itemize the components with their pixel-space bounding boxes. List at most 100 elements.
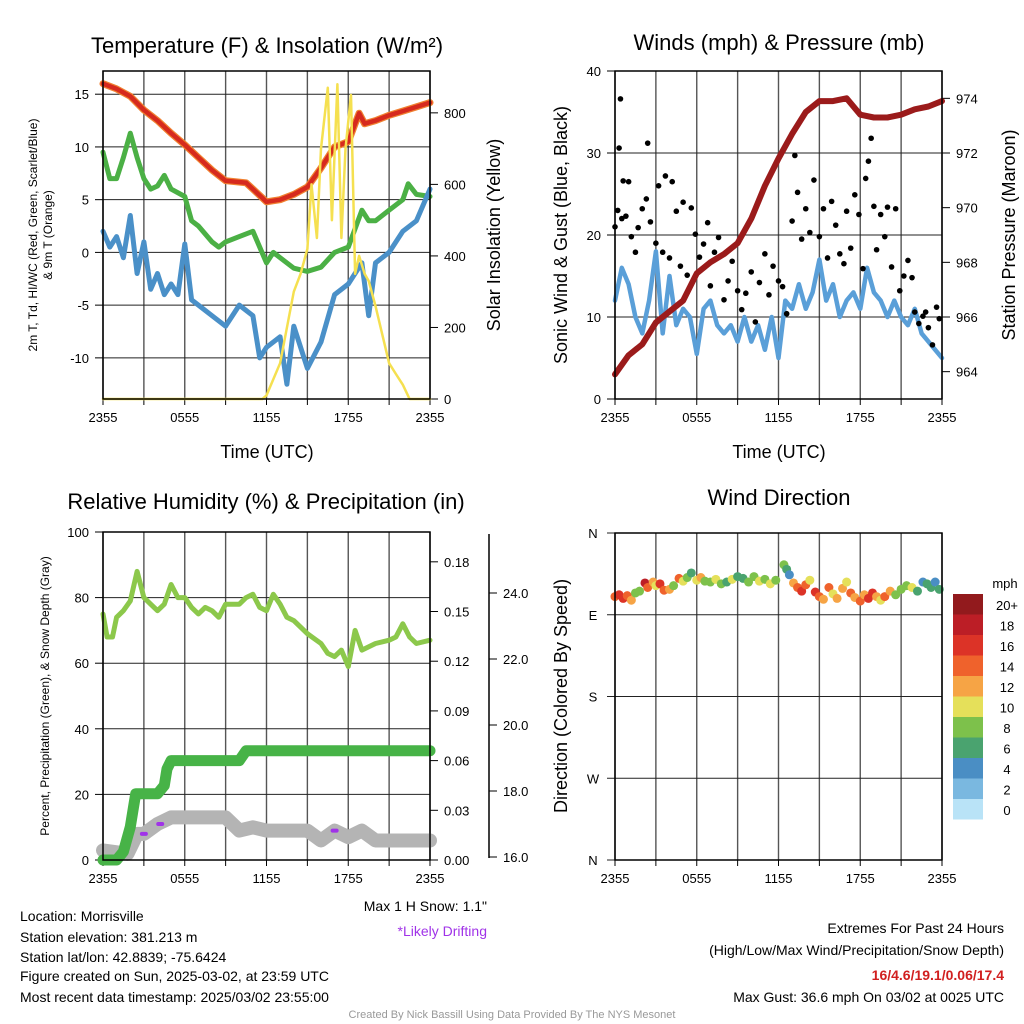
- series-line-rh: [100, 568, 433, 669]
- rh-frame: [102, 531, 431, 861]
- colorbar-label: 2: [1003, 783, 1010, 798]
- winddir-xtick-label: 2355: [601, 871, 630, 886]
- gust-point: [802, 205, 809, 212]
- gust-point: [770, 263, 776, 269]
- temp-ytick-label: 0: [82, 245, 89, 260]
- rh-xtick-label: 0555: [170, 871, 199, 886]
- gust-point: [852, 192, 858, 198]
- series-line-hi-wc: [100, 186, 433, 387]
- temp-xtick-label: 1755: [334, 410, 363, 425]
- wind-direction-point: [880, 592, 890, 602]
- drifting-note: *Likely Drifting: [398, 923, 487, 939]
- rh-ytick-label: 20: [75, 787, 89, 802]
- winddir-ytick-label: S: [589, 690, 598, 705]
- wind-y-label: Sonic Wind & Gust (Blue, Black): [551, 106, 571, 364]
- gust-point: [696, 254, 703, 260]
- snow-y2tick-label: 22.0: [503, 652, 528, 667]
- gust-point: [659, 249, 666, 256]
- rh-y-label: Percent, Precipitation (Green), & Snow D…: [38, 556, 52, 835]
- gust-point: [922, 309, 929, 315]
- footer-recent: Most recent data timestamp: 2025/03/02 2…: [20, 989, 329, 1005]
- gust-point: [929, 342, 936, 348]
- gust-point: [871, 203, 877, 210]
- snow-y2tick-label: 16.0: [503, 850, 528, 865]
- drifting-mark: [330, 828, 339, 833]
- temp-xtick-label: 0555: [170, 410, 199, 425]
- extremes-values: 16/4.6/19.1/0.06/17.4: [872, 967, 1005, 983]
- gust-point: [794, 189, 801, 196]
- colorbar-label: 8: [1003, 721, 1010, 736]
- max-snow-note: Max 1 H Snow: 1.1": [364, 898, 487, 914]
- rh-y2tick-label: 0.06: [444, 754, 469, 769]
- gust-point: [916, 320, 922, 327]
- wind-chart-title: Winds (mph) & Pressure (mb): [634, 30, 925, 55]
- rh-y2tick-label: 0.00: [444, 853, 469, 868]
- colorbar-swatch: [953, 778, 983, 799]
- gust-point: [669, 178, 676, 185]
- gust-point: [635, 224, 641, 231]
- colorbar-swatch: [953, 594, 983, 615]
- wind-direction-point: [643, 583, 653, 592]
- gust-point: [824, 255, 831, 261]
- gust-point: [643, 196, 650, 202]
- gust-point: [925, 324, 932, 331]
- wind-direction-point: [912, 586, 922, 596]
- gust-point: [721, 296, 727, 303]
- colorbar-label: 12: [1000, 680, 1014, 695]
- gust-point: [766, 292, 772, 298]
- gust-point: [748, 269, 755, 275]
- wind-direction-point: [855, 596, 865, 606]
- wind-xtick-label: 2355: [601, 410, 630, 425]
- winddir-chart-title: Wind Direction: [707, 485, 850, 510]
- rh-xtick-label: 2355: [89, 871, 118, 886]
- wind-y2tick-label: 966: [956, 310, 978, 325]
- gust-point: [729, 258, 735, 265]
- footer-location: Location: Morrisville: [20, 908, 144, 924]
- gust-point: [644, 140, 651, 146]
- wind-y2-label: Station Pressure (Maroon): [999, 129, 1019, 340]
- gust-point: [662, 173, 669, 179]
- gust-point: [816, 233, 823, 240]
- wind-direction-point: [744, 577, 754, 587]
- snow-y2tick-label: 18.0: [503, 784, 528, 799]
- gust-point: [616, 145, 622, 151]
- wind-direction-point: [686, 568, 696, 578]
- colorbar-label: 4: [1003, 762, 1010, 777]
- wind-direction-point: [818, 594, 828, 604]
- gust-point: [677, 263, 684, 269]
- gust-point: [789, 218, 795, 224]
- temp-xtick-label: 2355: [89, 410, 118, 425]
- series-line-td: [100, 130, 433, 274]
- snow-y2tick-label: 20.0: [503, 718, 528, 733]
- gust-point: [715, 234, 722, 241]
- winddir-xtick-label: 1155: [765, 871, 793, 886]
- wind-ytick-label: 0: [594, 392, 601, 407]
- gust-point: [811, 177, 817, 183]
- gust-point: [734, 287, 741, 294]
- gust-point: [704, 219, 711, 226]
- gust-point: [841, 260, 847, 267]
- gust-point: [707, 283, 714, 289]
- gust-point: [647, 219, 654, 225]
- temp-y2tick-label: 200: [444, 320, 466, 335]
- winddir-frame: [614, 532, 943, 861]
- footer-created: Figure created on Sun, 2025-03-02, at 23…: [20, 968, 329, 984]
- wind-direction-point: [930, 577, 940, 587]
- wind-ytick-label: 10: [587, 310, 601, 325]
- rh-ytick-label: 0: [82, 853, 89, 868]
- gust-point: [666, 255, 673, 261]
- temp-ytick-label: -10: [70, 351, 89, 366]
- rh-xtick-label: 2355: [416, 871, 445, 886]
- wind-y2tick-label: 968: [956, 255, 978, 270]
- colorbar-label: 14: [1000, 660, 1014, 675]
- gust-point: [843, 208, 850, 215]
- colorbar-label: 0: [1003, 803, 1010, 818]
- temp-ytick-label: -5: [77, 298, 89, 313]
- wind-direction-point: [891, 590, 901, 600]
- gust-point: [892, 205, 899, 212]
- gust-point: [680, 199, 686, 205]
- winddir-ytick-label: E: [589, 608, 598, 623]
- gust-point: [783, 310, 790, 317]
- gust-point: [877, 211, 884, 218]
- gust-point: [868, 135, 874, 142]
